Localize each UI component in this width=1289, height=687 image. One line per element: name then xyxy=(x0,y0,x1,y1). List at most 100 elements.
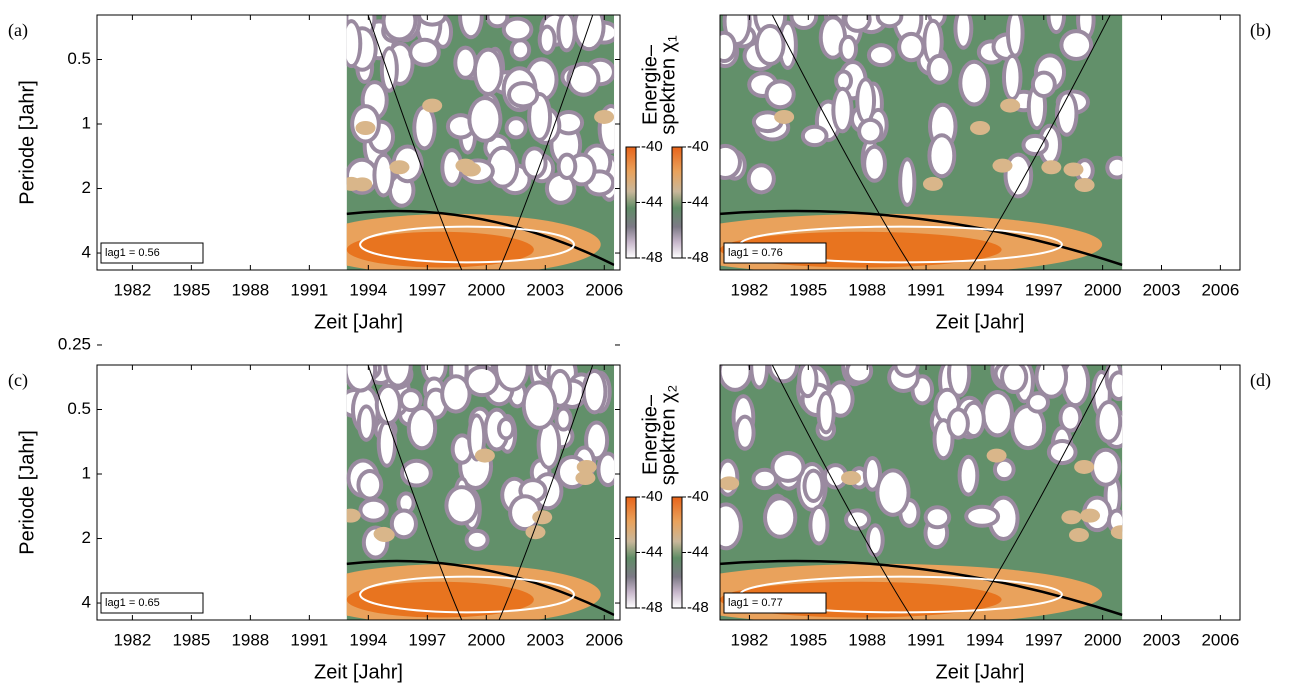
blob xyxy=(820,394,832,431)
colorbar-label: Energie– xyxy=(639,44,661,125)
blob xyxy=(588,424,606,457)
field xyxy=(346,15,615,270)
blob xyxy=(387,365,409,384)
blob xyxy=(1014,408,1043,447)
blob xyxy=(951,365,968,394)
warm xyxy=(532,510,553,525)
panel-letter: (a) xyxy=(8,20,28,41)
blob xyxy=(531,95,549,138)
blob xyxy=(548,175,573,201)
blob xyxy=(957,15,970,46)
blob xyxy=(600,455,615,484)
blob xyxy=(427,391,445,416)
x-tick-label: 1994 xyxy=(349,280,387,299)
annotation-box xyxy=(723,592,827,614)
x-tick-label: 1997 xyxy=(408,280,446,299)
blob xyxy=(570,65,597,93)
panel-letter: (d) xyxy=(1250,370,1271,391)
warm xyxy=(355,120,376,135)
significance xyxy=(359,225,575,264)
blob xyxy=(774,455,802,479)
blob xyxy=(552,372,569,404)
warm xyxy=(346,508,361,523)
blob xyxy=(985,393,1010,434)
blob xyxy=(961,458,976,493)
annotation: lag1 = 0.65 xyxy=(105,597,160,609)
blob xyxy=(560,156,574,176)
x-tick-label: 1985 xyxy=(789,630,827,649)
warm xyxy=(575,470,596,485)
x-axis-label: Zeit [Jahr] xyxy=(936,311,1025,333)
warm xyxy=(346,176,362,191)
blob xyxy=(1029,395,1047,410)
blob xyxy=(410,409,434,447)
blob xyxy=(454,437,470,461)
blob xyxy=(806,472,821,499)
x-tick-label: 1982 xyxy=(113,280,151,299)
blob xyxy=(801,365,815,395)
blob xyxy=(1109,159,1123,176)
blob xyxy=(385,15,414,38)
blob xyxy=(842,38,855,59)
warm xyxy=(970,120,991,135)
warm xyxy=(1063,162,1084,177)
blob xyxy=(525,384,554,426)
band-core xyxy=(346,581,534,618)
blob xyxy=(360,473,380,497)
warm xyxy=(576,459,597,474)
panel: 1982 1985 1988 1991 1994 1997 2000 2003 2006 0.25… xyxy=(8,334,679,683)
annotation-box xyxy=(100,592,204,614)
x-tick-label: 1988 xyxy=(231,280,269,299)
blob xyxy=(1038,365,1065,395)
blob xyxy=(804,128,825,144)
blob xyxy=(424,365,444,381)
blob xyxy=(404,462,429,484)
blob xyxy=(720,506,739,547)
blob xyxy=(914,378,931,402)
blob xyxy=(449,117,472,136)
x-tick-label: 1985 xyxy=(789,280,827,299)
x-tick-label: 1994 xyxy=(966,280,1004,299)
blob xyxy=(721,365,749,388)
blob xyxy=(758,27,782,62)
warm xyxy=(720,476,740,491)
x-tick-label: 1997 xyxy=(1025,630,1063,649)
blob xyxy=(755,471,775,487)
blob xyxy=(376,156,391,194)
y-tick-label: 2 xyxy=(82,178,91,197)
x-tick-label: 1997 xyxy=(1025,280,1063,299)
colorbar-tick-label: -48 xyxy=(687,599,709,616)
field xyxy=(720,15,1123,270)
blob xyxy=(383,50,395,89)
blob xyxy=(962,63,987,103)
blob xyxy=(471,100,499,139)
cone xyxy=(771,365,914,620)
blob xyxy=(444,378,468,410)
blob xyxy=(753,365,766,386)
blob xyxy=(720,147,738,177)
blob xyxy=(412,41,437,63)
blob xyxy=(525,150,544,176)
warm xyxy=(1080,508,1101,523)
x-tick-label: 2006 xyxy=(585,280,623,299)
blob xyxy=(936,422,951,457)
warm xyxy=(1000,98,1021,113)
blob xyxy=(362,501,385,519)
warm xyxy=(422,98,443,113)
colorbar-tick-label: -48 xyxy=(641,599,663,616)
y-tick-label: 1 xyxy=(82,113,91,132)
colorbar-label: spektren χ₁ xyxy=(657,35,679,135)
warm xyxy=(525,525,546,540)
blob xyxy=(869,527,881,554)
colorbar-tick-label: -40 xyxy=(687,138,709,155)
blob xyxy=(750,167,772,191)
colorbar-tick-label: -40 xyxy=(641,138,663,155)
x-axis-label: Zeit [Jahr] xyxy=(314,661,403,683)
blob xyxy=(879,15,900,25)
colorbar-tick-label: -44 xyxy=(641,543,663,560)
blob xyxy=(861,121,880,141)
blob xyxy=(468,532,486,547)
x-axis-label: Zeit [Jahr] xyxy=(936,661,1025,683)
blob xyxy=(826,467,845,486)
blob xyxy=(931,137,953,175)
